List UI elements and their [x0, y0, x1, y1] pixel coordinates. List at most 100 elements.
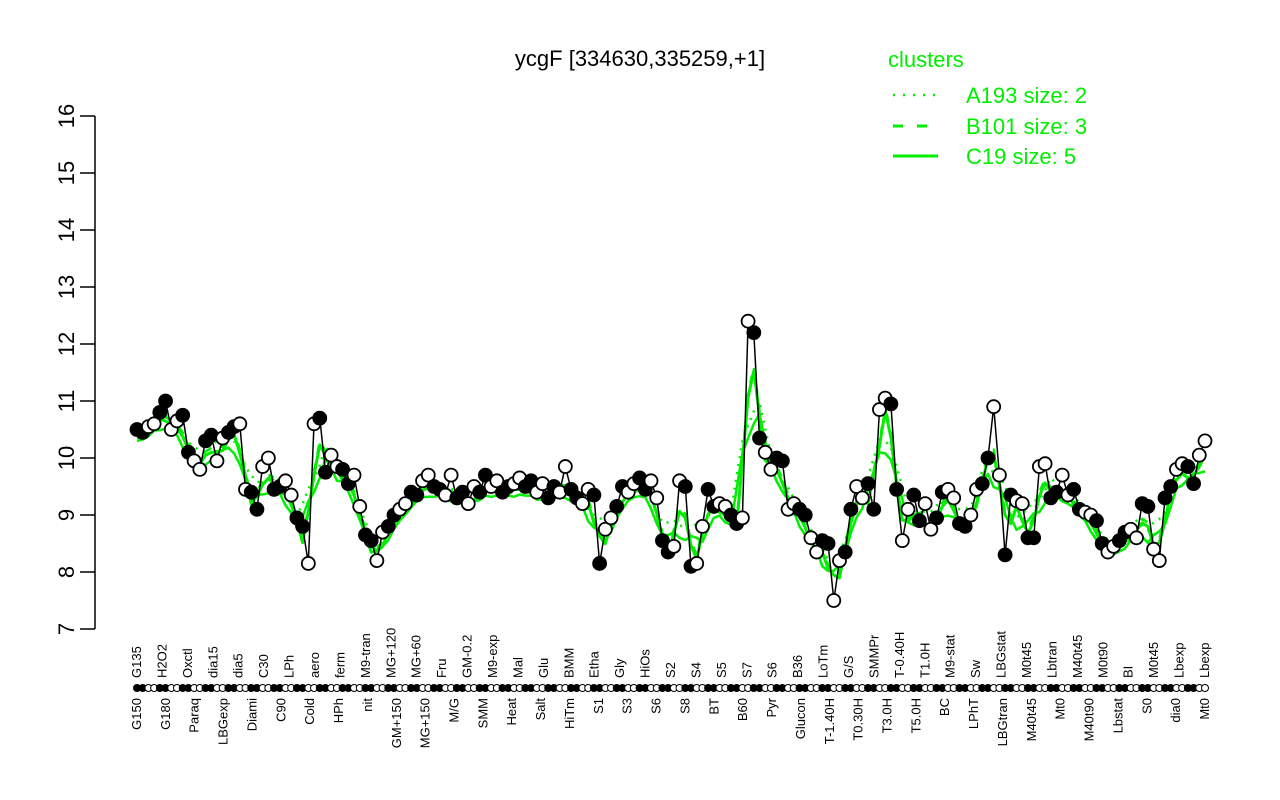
- data-point: [906, 487, 922, 503]
- data-point: [997, 547, 1013, 563]
- data-point: [209, 453, 225, 469]
- y-tick-label: 8: [54, 566, 79, 578]
- y-tick-label: 7: [54, 623, 79, 635]
- x-tick-label: Glucon: [793, 698, 808, 739]
- x-tick-label: BC: [937, 698, 952, 716]
- data-point: [152, 404, 168, 420]
- x-tick-label: S3: [620, 698, 635, 714]
- data-point: [1089, 513, 1104, 529]
- x-tick-label: S0: [1139, 698, 1154, 714]
- legend: clusters A193 size: 2 B101 size: 3 C19 s…: [888, 47, 1087, 169]
- data-point: [575, 496, 590, 512]
- x-tick-label: HiOs: [638, 649, 653, 678]
- x-tick-label: nit: [360, 698, 375, 712]
- x-tick-label: Diami: [245, 698, 260, 731]
- x-tick-label: SMMPr: [866, 634, 881, 678]
- data-point: [700, 481, 716, 497]
- data-point: [420, 467, 436, 483]
- x-tick-label: C90: [273, 698, 288, 722]
- x-tick-label: G150: [129, 698, 144, 730]
- data-point: [740, 313, 756, 329]
- data-point: [1151, 553, 1167, 568]
- x-tick-label: SMM: [475, 698, 490, 728]
- data-point: [540, 490, 556, 506]
- data-point: [409, 487, 425, 503]
- x-tick-label: G135: [129, 646, 144, 678]
- data-point: [655, 533, 670, 549]
- data-point: [957, 519, 973, 534]
- x-tick-label: T5.0H: [908, 698, 923, 733]
- x-tick-label: HPh: [331, 698, 346, 723]
- data-point: [1180, 459, 1196, 474]
- x-tick-label: Paraq: [187, 698, 202, 733]
- data-point: [860, 476, 876, 492]
- data-point: [477, 467, 493, 483]
- data-point: [363, 533, 379, 549]
- x-tick-label: T1.0H: [917, 643, 932, 678]
- x-tick-label: Mt0: [1197, 698, 1212, 720]
- data-point: [1026, 530, 1042, 546]
- data-point: [763, 461, 779, 477]
- y-tick-label: 14: [54, 218, 79, 242]
- x-tick-label: MG+60: [409, 635, 424, 678]
- x-tick-label: B36: [790, 655, 805, 678]
- x-tick-label: dia0: [1168, 698, 1183, 723]
- data-point: [809, 544, 825, 560]
- legend-entry-a193: A193 size: 2: [966, 83, 1087, 108]
- x-tick-label: T-0.40H: [892, 632, 907, 678]
- x-tick-label: Lbexp: [1172, 643, 1187, 678]
- x-tick-label: BMM: [561, 648, 576, 678]
- legend-entry-b101: B101 size: 3: [966, 114, 1087, 139]
- x-tick-label: B60: [735, 698, 750, 721]
- data-point: [866, 501, 882, 517]
- data-point: [1146, 541, 1161, 557]
- data-point: [260, 450, 276, 466]
- x-tick-label: S4: [688, 662, 703, 678]
- x-tick-label: Fru: [434, 659, 449, 679]
- data-point: [843, 501, 859, 517]
- data-point: [1037, 456, 1053, 472]
- data-point: [318, 464, 333, 480]
- x-tick-label: Mt0: [1053, 698, 1068, 720]
- x-tick-label: Lbexp: [1197, 643, 1212, 678]
- data-point: [603, 510, 619, 526]
- data-point: [455, 484, 470, 500]
- x-tick-label: LBGstat: [994, 631, 1009, 678]
- data-point: [175, 407, 191, 423]
- legend-title: clusters: [888, 47, 964, 72]
- x-tick-label: BT: [706, 698, 721, 715]
- data-point: [609, 499, 625, 514]
- x-tick-label: M9-tran: [358, 633, 373, 678]
- data-point: [398, 496, 413, 512]
- x-tick-label: G/S: [841, 655, 856, 678]
- data-point: [335, 461, 351, 477]
- x-tick-label: S6: [765, 662, 780, 678]
- data-point: [695, 519, 710, 534]
- data-point: [557, 459, 573, 474]
- x-tick-label: dia5: [231, 653, 246, 678]
- data-point: [1163, 479, 1179, 494]
- data-point: [592, 556, 608, 571]
- y-tick-label: 12: [54, 332, 79, 356]
- x-tick-label: BI: [1121, 666, 1136, 678]
- data-point: [752, 430, 767, 446]
- x-tick-label: GM+150: [389, 698, 404, 748]
- data-point: [946, 490, 962, 506]
- data-point: [323, 447, 339, 463]
- x-axis-labels: G135 H2O2 Oxctl dia15 dia5 C30 LPh aero ferm M9-t…: [129, 628, 1212, 748]
- data-point: [649, 490, 665, 506]
- data-point: [158, 393, 173, 409]
- x-tick-label: M40t90: [1082, 698, 1097, 741]
- y-tick-label: 13: [54, 275, 79, 299]
- x-tick-label: C30: [256, 654, 271, 678]
- x-tick-label: S7: [739, 662, 754, 678]
- data-point: [826, 593, 842, 608]
- x-tick-label: Salt: [533, 698, 548, 721]
- data-point: [352, 499, 368, 514]
- x-rug-markers: [133, 684, 1209, 692]
- x-tick-label: M0t45: [1146, 642, 1161, 678]
- data-point: [963, 507, 979, 523]
- data-point: [889, 481, 904, 497]
- data-point: [837, 544, 853, 560]
